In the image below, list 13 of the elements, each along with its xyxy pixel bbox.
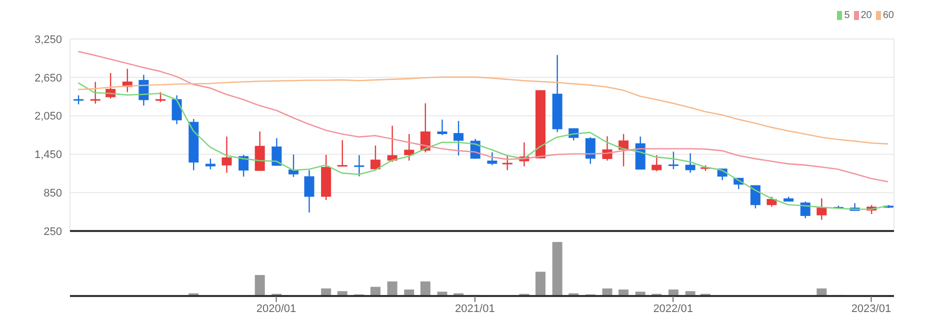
legend-label: 5 (844, 10, 850, 21)
y-tick-label: 3,250 (34, 34, 62, 46)
y-tick-label: 250 (44, 226, 62, 238)
x-tick-label: 2021/01 (455, 302, 495, 315)
x-tick-label: 2020/01 (256, 302, 296, 315)
legend-label: 60 (882, 10, 894, 21)
x-tick-label: 2022/01 (653, 302, 693, 315)
y-tick-label: 2,650 (34, 72, 62, 84)
x-tick-label: 2023/01 (851, 302, 892, 315)
y-tick-label: 1,450 (34, 149, 62, 162)
legend-label: 20 (860, 10, 872, 21)
y-tick-label: 850 (44, 188, 62, 200)
y-tick-label: 2,050 (34, 110, 62, 123)
